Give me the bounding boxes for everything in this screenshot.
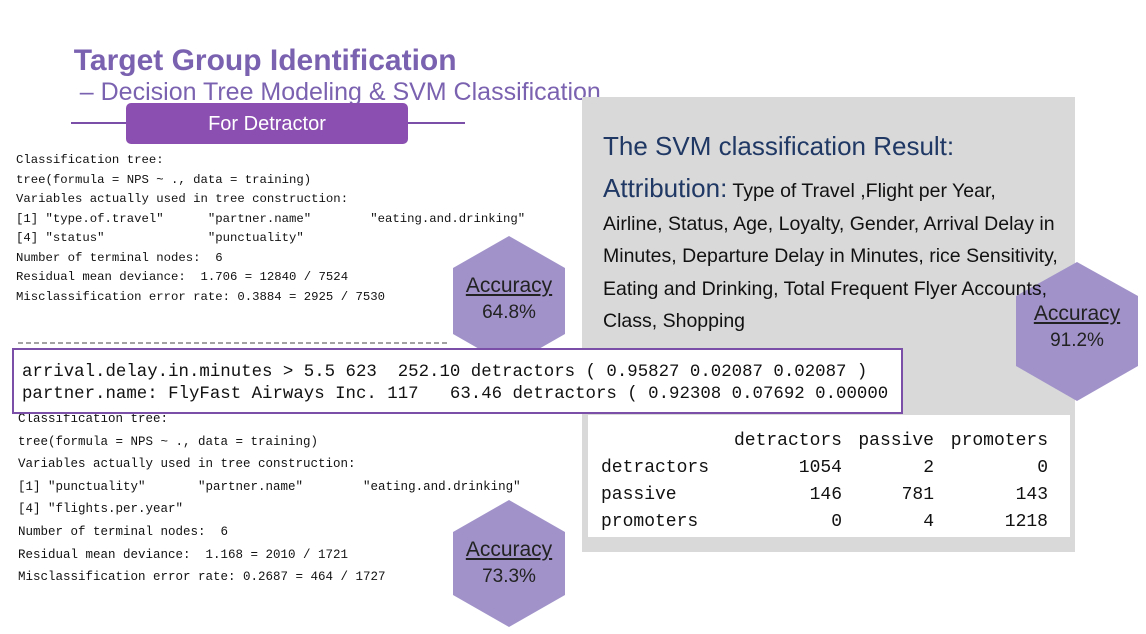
table-cell: 146: [810, 485, 842, 505]
hexagon: [453, 500, 565, 627]
code-line: Residual mean deviance: 1.706 = 12840 / …: [16, 270, 349, 284]
code-line: Number of terminal nodes: 6: [18, 524, 229, 539]
code-line: Misclassification error rate: 0.3884 = 2…: [16, 289, 385, 304]
code-line: tree(formula = NPS ~ ., data = training): [16, 172, 312, 187]
hexagon: [453, 236, 565, 366]
table-cell: 143: [1016, 485, 1048, 505]
attribution-label: Attribution:: [603, 173, 728, 203]
table-cell: 0: [1037, 458, 1048, 478]
accuracy-value: 73.3%: [482, 566, 536, 587]
code-line: Variables actually used in tree construc…: [18, 457, 356, 472]
table-cell: 1218: [1005, 512, 1048, 532]
row-header: detractors: [601, 458, 709, 478]
table-cell: 1054: [799, 458, 842, 478]
code-line: Misclassification error rate: 0.2687 = 4…: [18, 570, 386, 585]
table-cell: 4: [923, 512, 934, 532]
row-header: passive: [601, 485, 677, 505]
code-line: Number of terminal nodes: 6: [16, 250, 223, 265]
code-line: arrival.delay.in.minutes > 5.5 623 252.1…: [22, 363, 868, 382]
attribution-text: Type of Travel ,Flight per Year, Airline…: [603, 180, 1058, 332]
hexagon: [1016, 262, 1138, 401]
accuracy-badge: Accuracy 91.2%: [1022, 302, 1132, 352]
accuracy-badge: Accuracy 73.3%: [454, 538, 564, 588]
tree-output: Classification tree: tree(formula = NPS ~…: [18, 408, 521, 589]
accuracy-badge: Accuracy 64.8%: [454, 274, 564, 324]
code-line: Residual mean deviance: 1.168 = 2010 / 1…: [18, 547, 349, 562]
code-line: [4] "flights.per.year": [18, 502, 184, 517]
tree-output: Classification tree: tree(formula = NPS ~…: [16, 151, 525, 307]
table-cell: 781: [902, 485, 934, 505]
subtitle: – Decision Tree Modeling & SVM Classific…: [79, 78, 601, 106]
label-pill: [126, 103, 408, 144]
accuracy-value: 91.2%: [1050, 330, 1104, 351]
column-header: passive: [858, 431, 934, 451]
table-bg: [588, 415, 1070, 537]
column-header: detractors: [734, 431, 842, 451]
code-line: [1] "type.of.travel" "partner.name" "eat…: [16, 211, 526, 226]
svm-heading: The SVM classification Result:: [603, 131, 955, 161]
detractor-label: For Detractor: [208, 113, 326, 135]
code-line: Variables actually used in tree construc…: [16, 192, 349, 206]
row-header: promoters: [601, 512, 698, 532]
accuracy-label: Accuracy: [465, 538, 553, 561]
table-cell: 2: [923, 458, 934, 478]
code-line: Classification tree:: [18, 412, 169, 426]
svm-attribution: Attribution: Type of Travel ,Flight per …: [603, 172, 1058, 338]
accuracy-value: 64.8%: [482, 302, 536, 323]
header: Target Group Identification – Decision T…: [56, 26, 601, 125]
confusion-table: detractors passive promoters detractors 1054…: [601, 431, 1048, 532]
accuracy-label: Accuracy: [465, 274, 553, 297]
code-line: partner.name: FlyFast Airways Inc. 117 6…: [22, 385, 889, 404]
title: Target Group Identification: [73, 44, 457, 77]
code-line: [4] "status" "punctuality": [16, 231, 304, 245]
highlight-box: arrival.delay.in.minutes > 5.5 623 252.1…: [12, 348, 903, 414]
code-line: [1] "punctuality" "partner.name" "eating…: [18, 479, 521, 494]
accuracy-label: Accuracy: [1033, 302, 1121, 325]
code-line: Classification tree:: [16, 153, 164, 167]
code-line: tree(formula = NPS ~ ., data = training): [18, 434, 319, 449]
table-cell: 0: [831, 512, 842, 532]
column-header: promoters: [951, 431, 1048, 451]
